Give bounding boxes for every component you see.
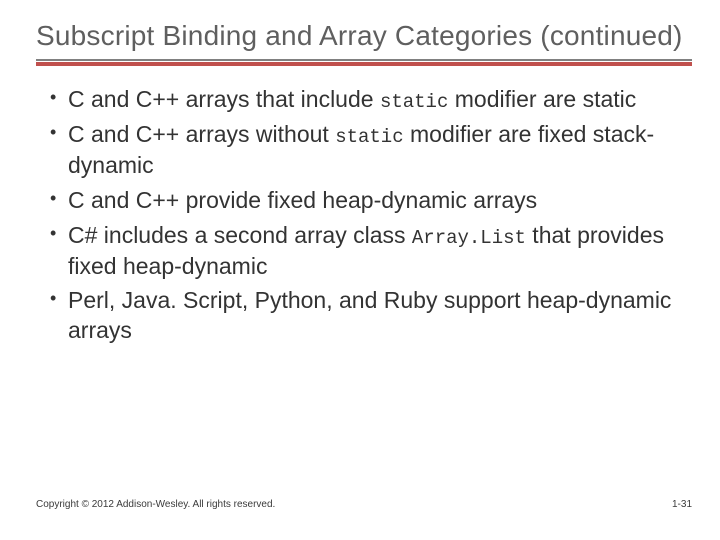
- bullet-code: static: [380, 91, 448, 113]
- bullet-list: C and C++ arrays that include static mod…: [36, 84, 692, 346]
- bullet-code: static: [335, 126, 403, 148]
- list-item: C# includes a second array class Array.L…: [46, 220, 686, 281]
- bullet-text-post: modifier are static: [448, 86, 636, 112]
- copyright-text: Copyright © 2012 Addison-Wesley. All rig…: [36, 499, 275, 510]
- rule-grey-line: [36, 59, 692, 61]
- title-rule: [36, 59, 692, 66]
- list-item: C and C++ arrays that include static mod…: [46, 84, 686, 115]
- slide: Subscript Binding and Array Categories (…: [0, 0, 720, 540]
- rule-accent-line: [36, 62, 692, 66]
- slide-footer: Copyright © 2012 Addison-Wesley. All rig…: [36, 499, 692, 510]
- bullet-text-pre: C and C++ arrays without: [68, 121, 335, 147]
- page-number: 1-31: [672, 499, 692, 510]
- bullet-text-pre: C and C++ provide fixed heap-dynamic arr…: [68, 187, 537, 213]
- list-item: C and C++ arrays without static modifier…: [46, 119, 686, 180]
- list-item: C and C++ provide fixed heap-dynamic arr…: [46, 185, 686, 216]
- bullet-code: Array.List: [412, 227, 526, 249]
- bullet-text-pre: C and C++ arrays that include: [68, 86, 380, 112]
- list-item: Perl, Java. Script, Python, and Ruby sup…: [46, 285, 686, 346]
- slide-title: Subscript Binding and Array Categories (…: [36, 18, 692, 53]
- bullet-text-pre: C# includes a second array class: [68, 222, 412, 248]
- bullet-text-pre: Perl, Java. Script, Python, and Ruby sup…: [68, 287, 671, 343]
